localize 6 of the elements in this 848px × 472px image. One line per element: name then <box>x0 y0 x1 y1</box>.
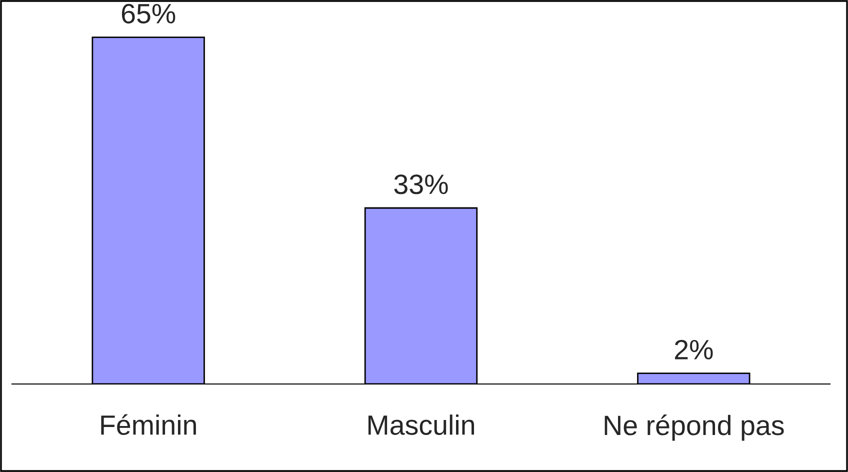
data-label: 33% <box>394 174 448 194</box>
data-label: 65% <box>122 4 176 24</box>
x-tick-label: Ne répond pas <box>604 414 784 441</box>
data-label: 2% <box>674 340 713 360</box>
x-tick-label: Masculin <box>368 414 474 435</box>
x-tick-label: Féminin <box>101 414 196 435</box>
